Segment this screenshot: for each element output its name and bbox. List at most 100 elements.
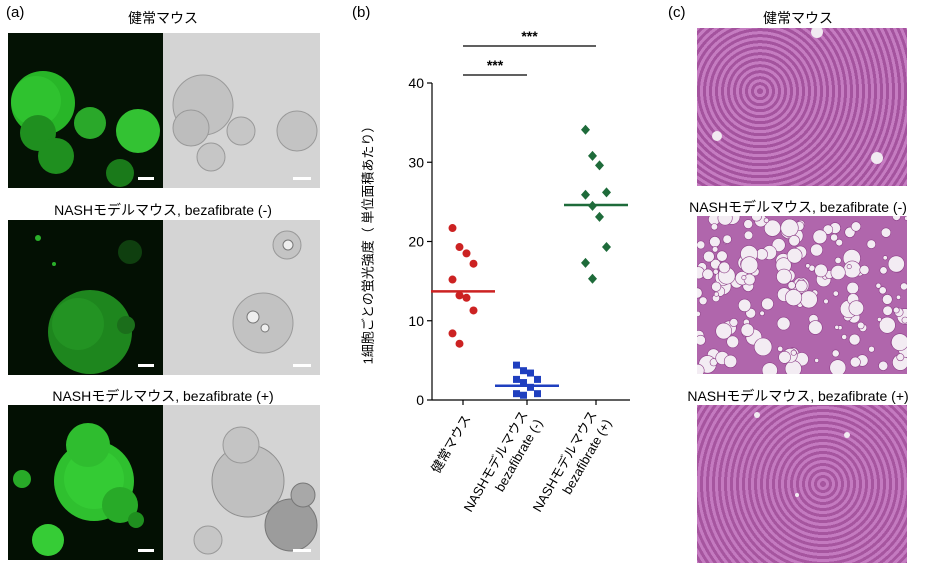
- y-tick-label: 20: [408, 234, 424, 250]
- x-category-label: 健常マウス: [428, 412, 473, 476]
- chart: 0 10 20 30 40 健常マウス NASHモデルマウスbezafibrate (-) N…: [330, 0, 660, 566]
- lipid-droplet: [718, 261, 731, 274]
- lipid-droplet: [896, 353, 905, 362]
- data-point: [588, 150, 597, 161]
- lipid-droplet: [814, 263, 828, 278]
- y-tick-label: 40: [408, 75, 424, 91]
- data-point: [581, 189, 590, 200]
- lipid-droplet: [823, 298, 829, 305]
- lipid-droplet: [697, 334, 706, 346]
- lipid-droplet: [810, 243, 823, 257]
- panel-c-title-2: NASHモデルマウス, bezafibrate (-): [689, 199, 907, 215]
- data-point: [520, 367, 527, 375]
- lipid-droplet: [875, 282, 882, 289]
- data-point: [513, 361, 520, 369]
- lipid-droplet: [741, 275, 747, 281]
- panel-a-label: (a): [6, 4, 25, 21]
- data-point: [588, 273, 597, 284]
- lipid-droplet: [698, 296, 708, 306]
- data-point: [513, 375, 520, 383]
- lipid-droplet: [723, 354, 738, 368]
- lipid-droplet: [830, 233, 838, 242]
- lipid-droplet: [878, 286, 887, 295]
- data-point: [602, 242, 611, 253]
- panel-b-label: (b): [352, 4, 371, 21]
- data-point: [520, 379, 527, 387]
- lipid-droplet: [848, 300, 865, 316]
- lipid-droplet: [799, 290, 818, 309]
- scale-bar: [138, 364, 154, 367]
- lipid-droplet: [900, 282, 907, 291]
- y-axis-label: 1細胞ごとの蛍光強度（ 単位面積あたり）: [360, 119, 376, 365]
- significance-label: ***: [521, 28, 538, 44]
- fluorescence-image-healthy: [8, 33, 163, 188]
- lipid-droplet: [892, 216, 901, 221]
- lipid-droplet: [740, 323, 755, 337]
- lipid-droplet: [761, 297, 774, 311]
- lipid-droplet: [876, 317, 882, 322]
- panel-c-label: (c): [668, 4, 686, 21]
- data-point: [448, 224, 457, 233]
- data-point: [595, 211, 604, 222]
- lipid-droplet: [859, 264, 870, 275]
- lipid-droplet: [785, 289, 803, 307]
- y-tick-label: 30: [408, 154, 424, 170]
- lipid-droplet: [832, 290, 839, 297]
- data-point: [520, 391, 527, 399]
- brightfield-image-nash-plus: [163, 405, 320, 560]
- lipid-droplet: [702, 268, 714, 280]
- lipid-droplet: [893, 306, 900, 314]
- panel-a-title-2: NASHモデルマウス, bezafibrate (-): [54, 202, 272, 218]
- lipid-droplet: [882, 255, 888, 261]
- lipid-droplet: [891, 333, 907, 351]
- lipid-droplet: [868, 345, 875, 353]
- data-point: [462, 293, 471, 302]
- lipid-droplet: [711, 246, 719, 253]
- lipid-droplet: [729, 318, 739, 327]
- data-point: [455, 339, 464, 348]
- lipid-droplet: [722, 234, 732, 244]
- data-point: [469, 306, 478, 315]
- lipid-droplet: [697, 363, 705, 374]
- data-point: [595, 160, 604, 171]
- lipid-droplet: [751, 216, 763, 222]
- lipid-droplet: [710, 223, 718, 231]
- data-point: [527, 369, 534, 377]
- data-point: [462, 249, 471, 258]
- fluorescence-image-nash-plus: [8, 405, 163, 560]
- lipid-droplet: [795, 279, 808, 293]
- lipid-droplet: [778, 351, 791, 364]
- lipid-droplet: [846, 264, 852, 270]
- brightfield-image-nash-minus: [163, 220, 320, 375]
- lipid-droplet: [712, 268, 719, 275]
- lipid-droplet: [711, 281, 722, 292]
- lipid-droplet: [880, 227, 892, 238]
- data-point: [448, 329, 457, 338]
- scale-bar: [293, 549, 311, 552]
- lipid-droplet: [822, 224, 834, 235]
- lipid-droplet: [740, 256, 759, 275]
- lipid-droplet: [829, 359, 847, 374]
- lipid-droplet: [717, 216, 733, 226]
- lipid-droplet: [849, 356, 861, 368]
- lipid-droplet: [787, 281, 796, 290]
- lipid-droplet: [759, 310, 765, 317]
- brightfield-image-healthy: [163, 33, 320, 188]
- lipid-droplet: [697, 240, 706, 250]
- data-point: [534, 375, 541, 383]
- panel-c-title-1: 健常マウス: [763, 10, 833, 26]
- histology-image-healthy: [697, 28, 907, 186]
- lipid-droplet: [713, 291, 719, 297]
- scale-bar: [293, 177, 311, 180]
- lipid-droplet: [743, 230, 754, 240]
- lipid-droplet: [901, 316, 907, 324]
- lipid-droplet: [716, 250, 728, 262]
- data-point: [527, 383, 534, 391]
- lipid-droplet: [697, 310, 701, 317]
- lipid-droplet: [780, 218, 799, 237]
- lipid-droplet: [786, 247, 803, 264]
- lipid-droplet: [761, 362, 778, 374]
- lipid-droplet: [841, 334, 848, 340]
- data-point: [455, 291, 464, 300]
